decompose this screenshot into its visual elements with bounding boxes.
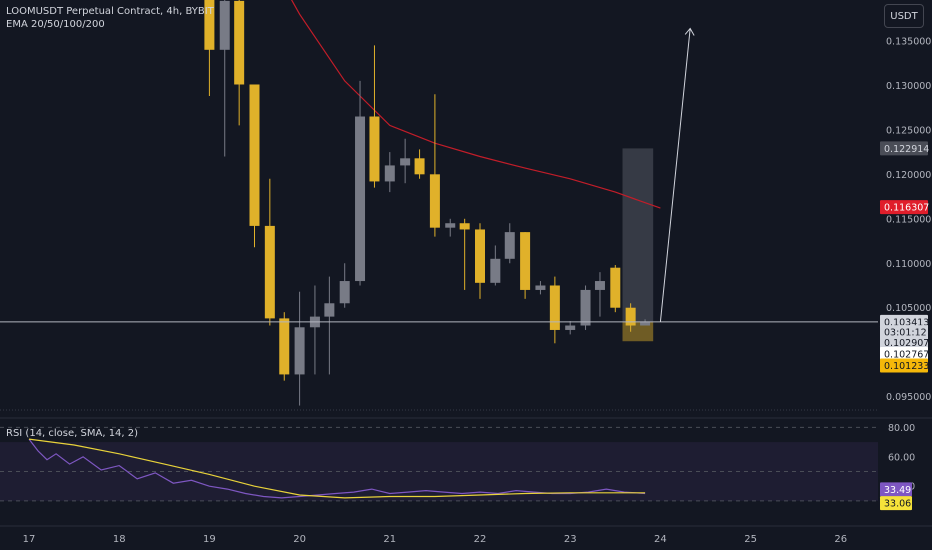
candle-body	[384, 165, 395, 182]
price-axis-label-bg	[880, 200, 928, 215]
price-axis-label: 0.103413	[884, 317, 929, 328]
candle-body	[234, 0, 245, 85]
chart-title: LOOMUSDT Perpetual Contract, 4h, BYBIT	[6, 6, 214, 17]
price-axis-label: 03:01:12	[884, 328, 927, 339]
rsi-ma-line	[28, 438, 646, 499]
price-axis-label: 0.122914	[884, 144, 929, 155]
candle-body	[445, 223, 456, 228]
rsi-value-label-bg	[880, 496, 912, 511]
candle-body	[459, 223, 470, 230]
rsi-line	[28, 438, 646, 499]
time-tick-label: 21	[383, 534, 396, 545]
candle-body	[339, 281, 350, 304]
candle-body	[565, 325, 576, 330]
candle-body	[400, 158, 411, 166]
candle-body	[369, 116, 380, 182]
time-tick-label: 25	[744, 534, 757, 545]
time-tick-label: 26	[834, 534, 847, 545]
candle-body	[504, 232, 515, 259]
price-axis-label-bg	[880, 335, 928, 350]
main-plot	[204, 0, 661, 406]
candle-body	[549, 285, 560, 330]
rsi-legend: RSI (14, close, SMA, 14, 2)	[6, 428, 139, 439]
rsi-tick-label: 80.00	[888, 423, 915, 434]
candle-body	[294, 327, 305, 375]
rsi-value-label: 33.49	[884, 485, 911, 496]
candle-body	[279, 318, 290, 375]
candle-body	[249, 84, 260, 226]
candle-body	[219, 0, 230, 50]
price-tick-label: 0.105000	[886, 303, 931, 314]
forecast-arrow-line	[659, 28, 691, 323]
price-axis-label-bg	[880, 358, 928, 373]
candle-body	[414, 158, 425, 175]
candle-body	[580, 289, 591, 326]
candle-body	[610, 267, 621, 308]
price-tick-label: 0.115000	[886, 214, 931, 225]
time-tick-label: 17	[23, 534, 36, 545]
candle-body	[355, 116, 366, 282]
candle-body	[264, 225, 275, 319]
rsi-value-label: 33.06	[884, 499, 911, 510]
price-tick-label: 0.110000	[886, 259, 931, 270]
time-tick-label: 24	[654, 534, 667, 545]
price-axis-label-bg	[880, 141, 928, 156]
price-axis-label: 0.102907	[884, 338, 929, 349]
candle-body	[429, 174, 440, 228]
price-axis-label: 0.116307	[884, 203, 929, 214]
ema-line	[290, 0, 661, 209]
time-tick-label: 20	[293, 534, 306, 545]
time-tick-label: 19	[203, 534, 216, 545]
candle-body	[520, 232, 531, 290]
price-tick-label: 0.130000	[886, 81, 931, 92]
price-axis-label: 0.101233	[884, 361, 929, 372]
candle-body	[475, 229, 485, 283]
price-tick-label: 0.135000	[886, 36, 931, 47]
candle-body	[625, 307, 636, 326]
price-axis-label: 0.102767	[884, 349, 929, 360]
target-zone	[622, 148, 654, 322]
candle-body	[640, 321, 651, 326]
rsi-value-label-bg	[880, 482, 912, 497]
candle-body	[204, 0, 215, 50]
chart-legend: LOOMUSDT Perpetual Contract, 4h, BYBIT E…	[6, 5, 214, 31]
time-tick-label: 22	[474, 534, 487, 545]
time-tick-label: 18	[113, 534, 126, 545]
forecast-arrow-head	[684, 27, 695, 36]
candle-body	[490, 258, 501, 283]
candle-body	[594, 281, 605, 290]
price-tick-label: 0.120000	[886, 170, 931, 181]
price-tick-label: 0.125000	[886, 125, 931, 136]
currency-button[interactable]: USDT	[884, 4, 924, 28]
price-tick-label: 0.095000	[886, 392, 931, 403]
candle-body	[535, 285, 546, 290]
rsi-tick-label: 60.00	[888, 452, 915, 463]
time-tick-label: 23	[564, 534, 577, 545]
candle-body	[324, 303, 335, 317]
rsi-plot	[28, 438, 646, 499]
price-axis-label-bg	[880, 346, 928, 361]
ema-indicator-label: EMA 20/50/100/200	[6, 19, 105, 30]
